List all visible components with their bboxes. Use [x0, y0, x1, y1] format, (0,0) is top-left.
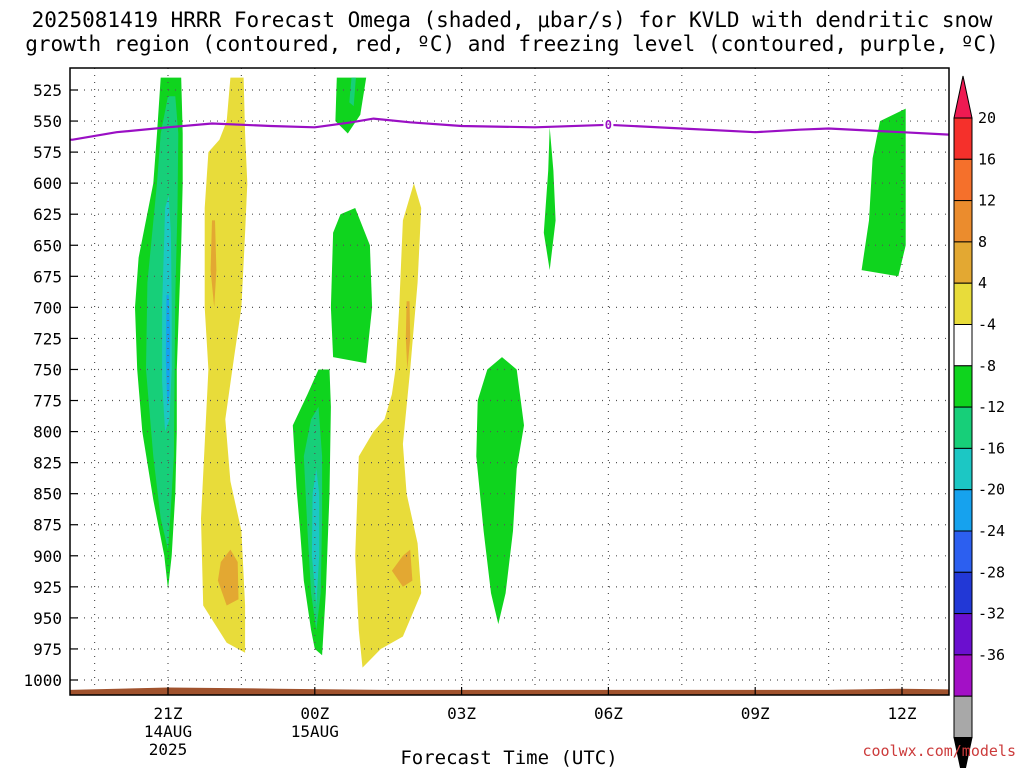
x-tick-label-03Z: 03Z [447, 704, 476, 723]
omega-region-3 [165, 294, 171, 407]
y-tick-label-875: 875 [33, 516, 62, 535]
watermark-link[interactable]: coolwx.com/models [862, 742, 1016, 760]
colorbar-label--16: -16 [978, 439, 1005, 457]
y-tick-label-975: 975 [33, 640, 62, 659]
ground-fill [70, 687, 949, 695]
colorbar-label--20: -20 [978, 481, 1005, 499]
freezing-level-line [70, 117, 949, 141]
x-tick-label-12Z: 12Z [888, 704, 917, 723]
colorbar-label--32: -32 [978, 605, 1005, 623]
y-tick-label-800: 800 [33, 423, 62, 442]
y-tick-label-600: 600 [33, 174, 62, 193]
y-tick-label-725: 725 [33, 329, 62, 348]
colorbar-label--8: -8 [978, 357, 996, 375]
omega-region-12 [311, 468, 320, 606]
colorbar-label-16: 16 [978, 150, 996, 168]
y-axis-ticks: 525 550 575 600 625 650 675 700 725 750 775 800 825 8… [23, 81, 78, 690]
colorbar-band-12 [953, 613, 973, 656]
y-tick-label-775: 775 [33, 392, 62, 411]
chart-title-line1: 2025081419 HRRR Forecast Omega (shaded, … [31, 8, 993, 32]
omega-region-17 [543, 127, 556, 271]
colorbar-label-8: 8 [978, 233, 987, 251]
colorbar-band-0 [953, 117, 973, 160]
y-tick-label-625: 625 [33, 205, 62, 224]
colorbar-band-6 [953, 365, 973, 408]
x-tick-year-21Z: 2025 [149, 740, 188, 759]
colorbar: 20 16 12 8 4 -4 -8 -12 -16 -20 -24 -28 -32 -36 [953, 75, 1005, 768]
colorbar-label--12: -12 [978, 398, 1005, 416]
colorbar-band-3 [953, 241, 973, 284]
colorbar-top-arrow [953, 75, 973, 119]
colorbar-band-13 [953, 654, 973, 697]
y-tick-label-850: 850 [33, 485, 62, 504]
colorbar-label--28: -28 [978, 563, 1005, 581]
omega-region-6 [217, 549, 239, 606]
chart-title: 2025081419 HRRR Forecast Omega (shaded, … [0, 8, 1024, 56]
x-tick-label-09Z: 09Z [741, 704, 770, 723]
y-tick-label-550: 550 [33, 112, 62, 131]
colorbar-band-11 [953, 571, 973, 615]
colorbar-bottom-arrow [953, 737, 973, 768]
colorbar-band-9 [953, 489, 973, 532]
x-tick-label-00Z: 00Z [300, 704, 329, 723]
omega-region-8 [349, 77, 356, 107]
colorbar-band-1 [953, 158, 973, 202]
ground-surface [70, 687, 949, 695]
y-tick-label-750: 750 [33, 360, 62, 379]
plot-frame [69, 67, 950, 696]
omega-region-15 [391, 549, 413, 587]
y-tick-label-700: 700 [33, 298, 62, 317]
colorbar-band-10 [953, 530, 973, 573]
colorbar-band-4 [953, 282, 973, 326]
omega-shading [135, 77, 906, 668]
x-axis-title: Forecast Time (UTC) [400, 747, 617, 768]
colorbar-label--24: -24 [978, 522, 1005, 540]
x-tick-label-06Z: 06Z [594, 704, 623, 723]
freezing-level-contour: 0 [70, 117, 949, 141]
omega-region-14 [405, 301, 411, 370]
colorbar-band-14 [953, 695, 973, 739]
y-tick-label-950: 950 [33, 609, 62, 628]
omega-region-5 [210, 220, 217, 308]
y-tick-label-1000: 1000 [23, 671, 62, 690]
colorbar-label-20: 20 [978, 109, 996, 127]
y-tick-label-925: 925 [33, 578, 62, 597]
colorbar-band-7 [953, 406, 973, 449]
omega-region-18 [861, 108, 906, 277]
colorbar-label--36: -36 [978, 646, 1005, 664]
omega-region-9 [330, 208, 373, 364]
freezing-level-label-bg [603, 117, 614, 131]
colorbar-band-5 [953, 324, 973, 367]
colorbar-label--4: -4 [978, 316, 996, 334]
colorbar-label-4: 4 [978, 274, 987, 292]
y-tick-label-575: 575 [33, 143, 62, 162]
y-tick-label-525: 525 [33, 81, 62, 100]
y-tick-label-825: 825 [33, 454, 62, 473]
x-tick-date-21Z: 14AUG [144, 722, 192, 741]
omega-region-7 [335, 77, 367, 134]
y-tick-label-675: 675 [33, 267, 62, 286]
x-tick-date-00Z: 15AUG [291, 722, 339, 741]
colorbar-label-12: 12 [978, 192, 996, 210]
y-tick-label-650: 650 [33, 236, 62, 255]
x-tick-label-21Z: 21Z [154, 704, 183, 723]
colorbar-band-2 [953, 200, 973, 243]
omega-region-16 [476, 357, 524, 625]
y-tick-label-900: 900 [33, 547, 62, 566]
chart-title-line2: growth region (contoured, red, ºC) and f… [25, 32, 999, 56]
freezing-level-label: 0 [605, 118, 612, 132]
colorbar-band-8 [953, 447, 973, 491]
